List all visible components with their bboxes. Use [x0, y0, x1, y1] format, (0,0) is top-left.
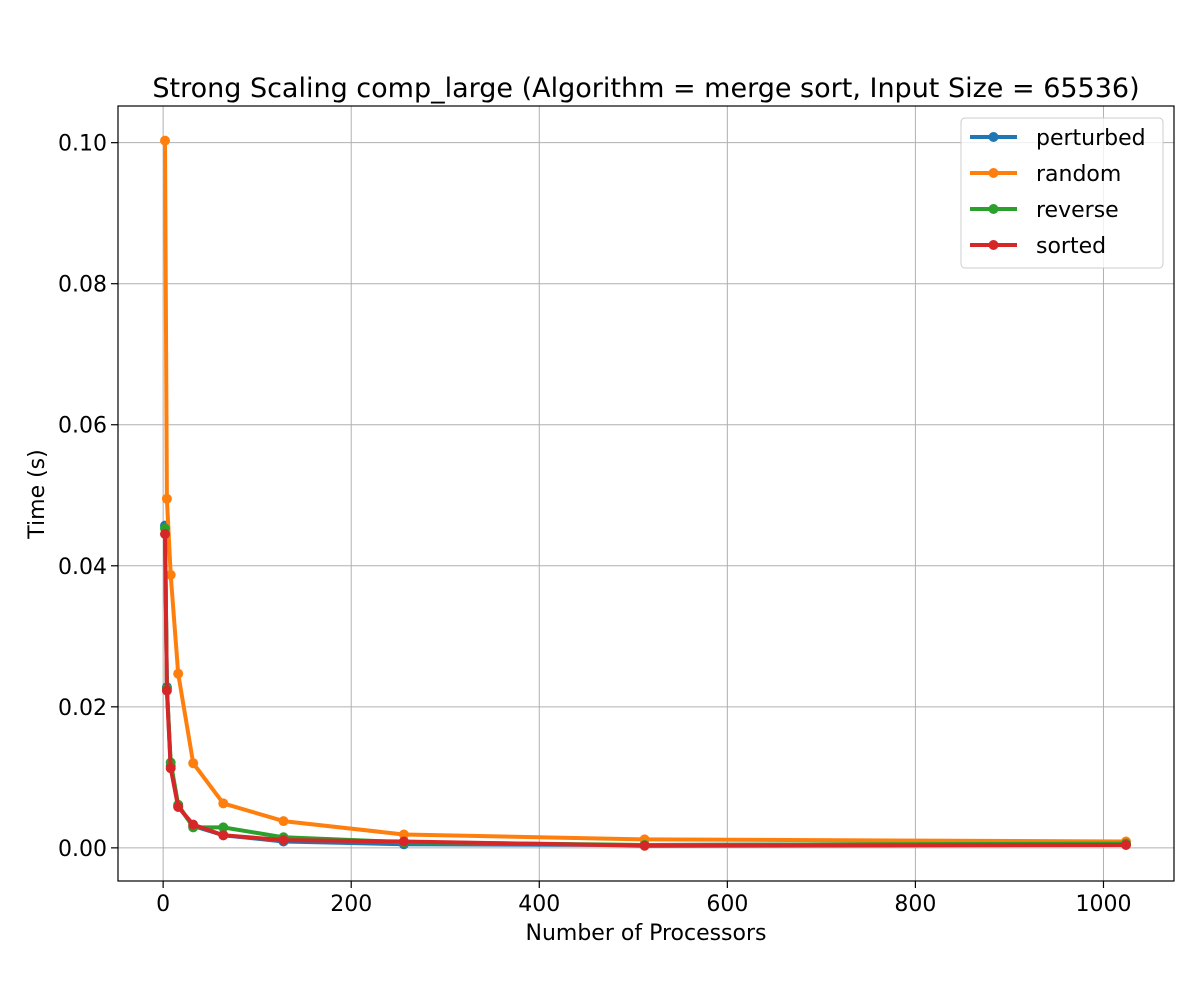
x-tick-label: 400 — [518, 892, 560, 917]
data-point-random — [161, 493, 172, 504]
x-axis-label: Number of Processors — [526, 921, 767, 946]
legend-label: perturbed — [1036, 126, 1146, 151]
legend-swatch-marker — [988, 240, 999, 250]
y-tick-label: 0.00 — [58, 837, 107, 862]
data-point-random — [165, 569, 176, 580]
data-point-sorted — [218, 830, 229, 841]
y-tick-label: 0.10 — [58, 132, 107, 157]
legend-item-sorted: sorted — [970, 234, 1106, 259]
data-point-reverse — [218, 822, 229, 833]
x-tick-label: 1000 — [1075, 892, 1131, 917]
legend-swatch-marker — [988, 204, 999, 214]
legend-label: sorted — [1036, 234, 1106, 259]
legend-item-perturbed: perturbed — [970, 126, 1146, 151]
x-tick-label: 600 — [706, 892, 748, 917]
data-point-sorted — [639, 840, 650, 851]
y-tick-label: 0.04 — [58, 555, 107, 580]
data-point-random — [188, 758, 199, 769]
legend-item-reverse: reverse — [970, 198, 1119, 223]
data-point-sorted — [188, 819, 199, 830]
legend-label: random — [1036, 162, 1121, 187]
legend-label: reverse — [1036, 198, 1119, 223]
data-point-random — [173, 668, 184, 679]
data-point-sorted — [1121, 840, 1131, 850]
data-point-sorted — [160, 529, 170, 539]
legend: perturbed random reverse sorted — [960, 117, 1164, 269]
series-line-sorted — [163, 532, 1128, 848]
legend-box — [960, 117, 1164, 269]
legend-swatch-marker — [988, 132, 999, 142]
y-axis-label: Time (s) — [25, 449, 50, 539]
data-point-sorted — [278, 835, 289, 846]
plot-frame — [117, 105, 1175, 882]
legend-item-random: random — [970, 162, 1121, 187]
series-layer — [160, 135, 1131, 851]
x-tick-label: 0 — [156, 892, 170, 917]
data-point-random — [160, 135, 170, 146]
axis-ticks: 0 200 400 600 800 1000 0.00 0.02 0.04 0.06 0.08 0.1… — [58, 132, 1131, 917]
x-tick-label: 800 — [894, 892, 936, 917]
data-point-sorted — [161, 685, 172, 696]
series-sorted — [160, 529, 1131, 851]
data-point-sorted — [173, 802, 184, 812]
y-tick-label: 0.08 — [58, 273, 107, 298]
data-point-random — [218, 798, 229, 809]
chart-title: Strong Scaling comp_large (Algorithm = m… — [152, 73, 1139, 104]
y-tick-label: 0.06 — [58, 414, 107, 439]
data-point-random — [278, 816, 289, 827]
data-point-sorted — [165, 763, 176, 774]
x-tick-label: 200 — [330, 892, 372, 917]
grid — [118, 106, 1174, 881]
data-point-random — [398, 829, 409, 840]
legend-swatch-marker — [988, 168, 999, 178]
y-tick-label: 0.02 — [58, 696, 107, 721]
data-point-sorted — [398, 836, 409, 847]
